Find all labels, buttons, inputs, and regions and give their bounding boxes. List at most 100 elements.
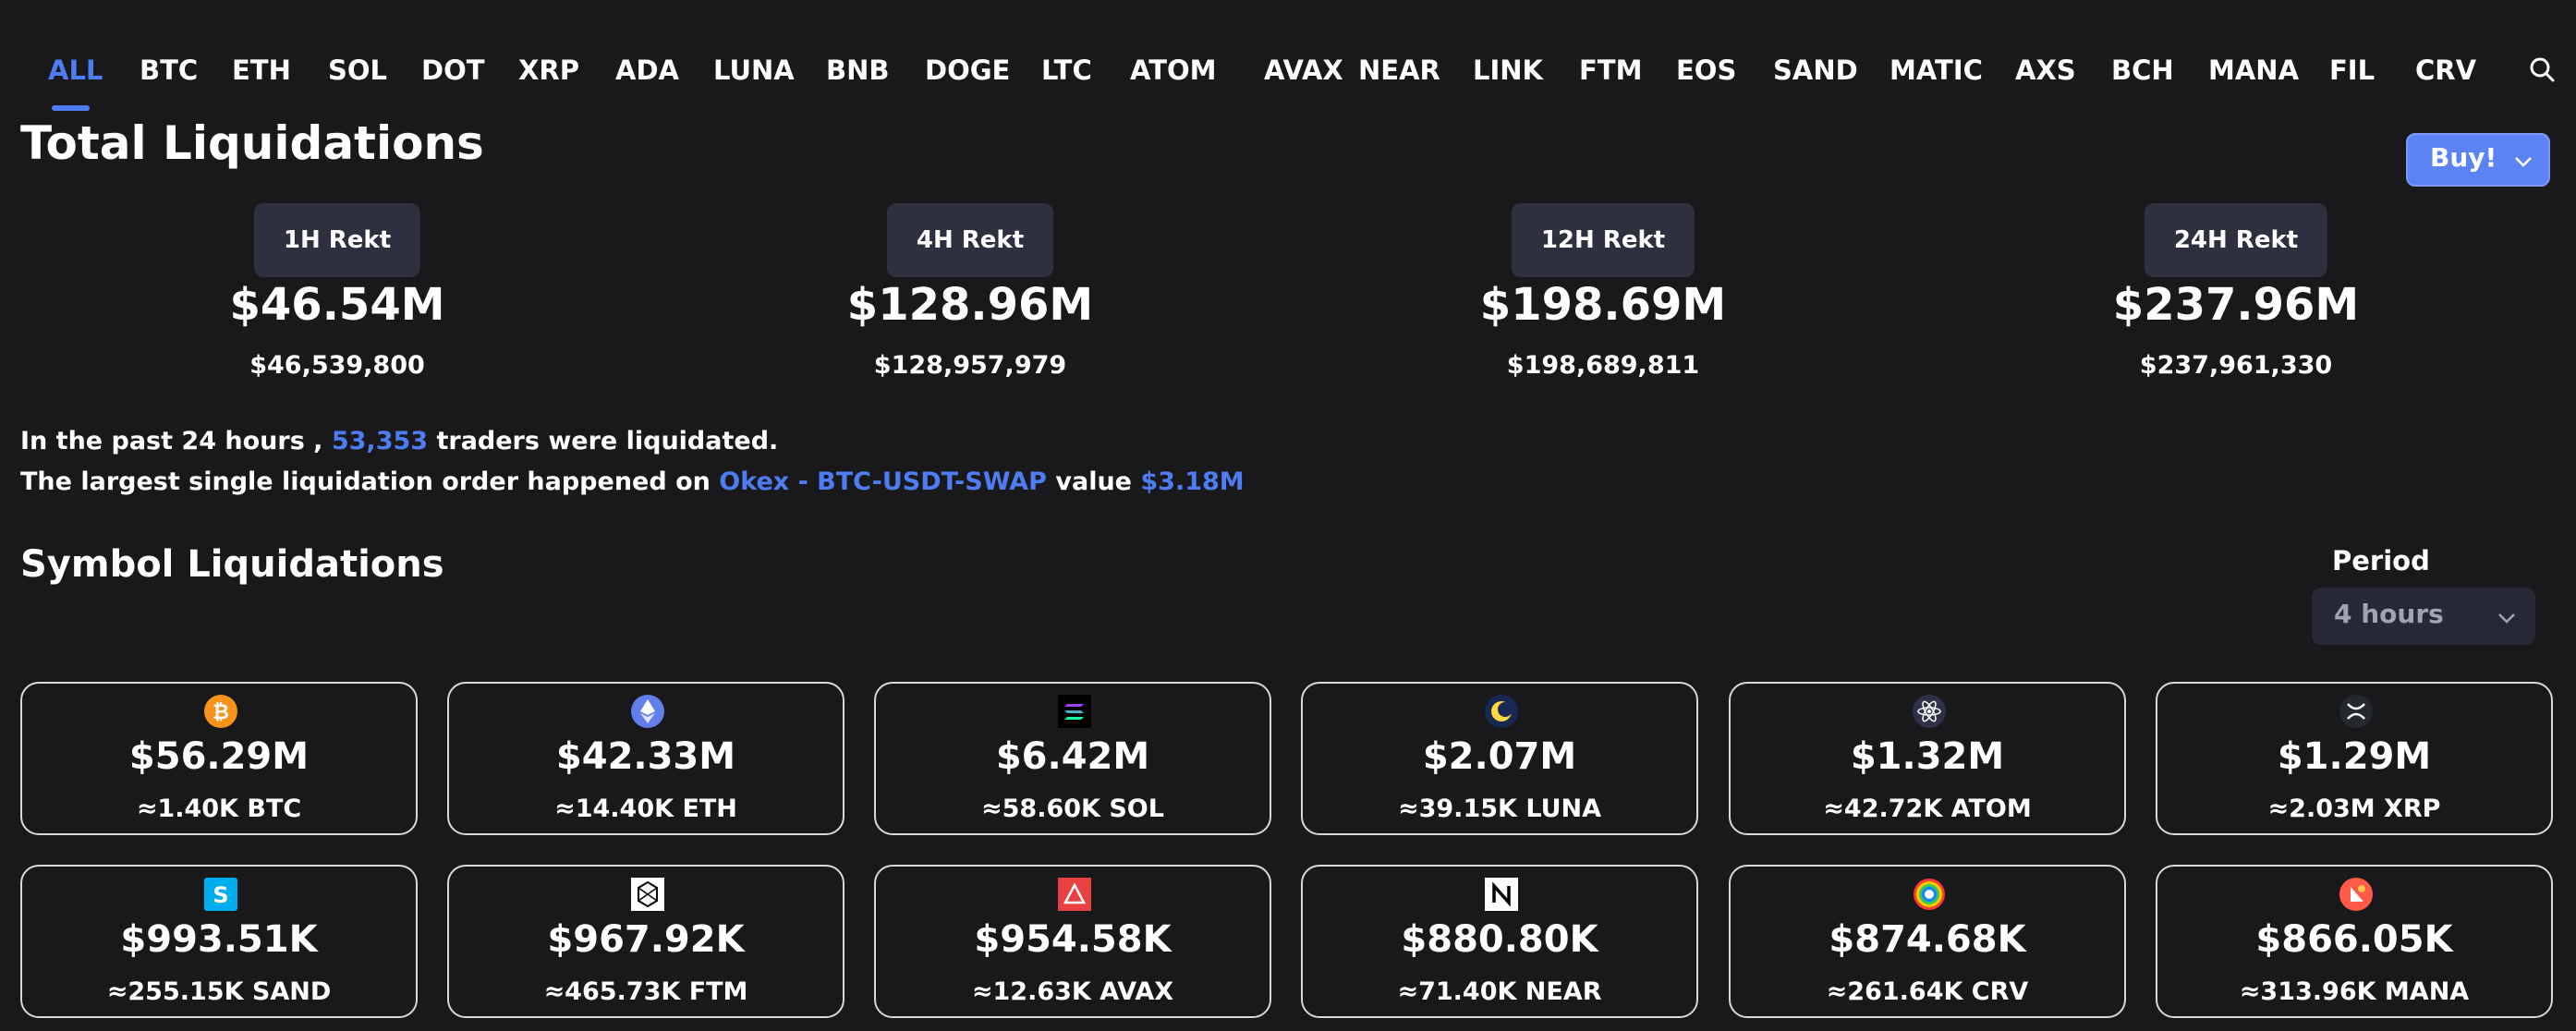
symbol-card-luna[interactable]: $2.07M ≈39.15K LUNA xyxy=(1301,682,1698,835)
period-label: Period xyxy=(2332,545,2430,576)
tab-sand[interactable]: SAND xyxy=(1773,55,1858,86)
liquidation-amount: $880.80K xyxy=(1401,918,1598,961)
info-text: In the past 24 hours , xyxy=(20,427,323,455)
stat-label: 1H Rekt xyxy=(253,203,421,277)
chevron-down-icon xyxy=(2515,157,2532,167)
buy-button-label: Buy! xyxy=(2430,142,2497,173)
symbol-card-avax[interactable]: $954.58K ≈12.63K AVAX xyxy=(874,865,1271,1018)
tab-dot[interactable]: DOT xyxy=(421,55,485,86)
exchange-pair-link[interactable]: Okex - BTC-USDT-SWAP xyxy=(719,467,1047,496)
near-icon xyxy=(1485,878,1518,911)
liquidation-quantity: ≈2.03M XRP xyxy=(2267,794,2441,823)
symbol-card-near[interactable]: $880.80K ≈71.40K NEAR xyxy=(1301,865,1698,1018)
tab-mana[interactable]: MANA xyxy=(2208,55,2300,86)
liquidation-amount: $6.42M xyxy=(995,735,1150,778)
tab-ltc[interactable]: LTC xyxy=(1041,55,1092,86)
liquidation-quantity: ≈1.40K BTC xyxy=(136,794,302,823)
tab-matic[interactable]: MATIC xyxy=(1889,55,1983,86)
stat-value: $128.96M xyxy=(846,279,1094,331)
liquidation-quantity: ≈58.60K SOL xyxy=(981,794,1164,823)
svg-text:S: S xyxy=(213,882,228,908)
stat-label: 24H Rekt xyxy=(2144,203,2328,277)
liquidation-amount: $874.68K xyxy=(1829,918,2026,961)
search-icon xyxy=(2530,57,2555,82)
symbol-card-btc[interactable]: ₿ $56.29M ≈1.40K BTC xyxy=(20,682,418,835)
tab-eos[interactable]: EOS xyxy=(1676,55,1737,86)
search-button[interactable] xyxy=(2524,52,2561,89)
liquidation-quantity: ≈12.63K AVAX xyxy=(971,977,1174,1006)
tab-atom[interactable]: ATOM xyxy=(1130,55,1217,86)
tab-bnb[interactable]: BNB xyxy=(826,55,890,86)
symbol-tabs: ALL BTC ETH SOL DOT XRP ADA LUNA BNB DOG… xyxy=(0,0,2576,111)
stat-exact-value: $237,961,330 xyxy=(2139,351,2333,380)
tab-ada[interactable]: ADA xyxy=(615,55,679,86)
largest-order-value: $3.18M xyxy=(1140,467,1245,496)
tab-all[interactable]: ALL xyxy=(48,55,103,86)
tab-eth[interactable]: ETH xyxy=(232,55,291,86)
tab-xrp[interactable]: XRP xyxy=(518,55,579,86)
stat-exact-value: $198,689,811 xyxy=(1506,351,1700,380)
buy-dropdown-button[interactable]: Buy! xyxy=(2406,133,2550,187)
page-title: Total Liquidations xyxy=(20,116,484,170)
atom-icon xyxy=(1913,695,1946,728)
symbol-card-eth[interactable]: $42.33M ≈14.40K ETH xyxy=(447,682,844,835)
symbol-card-xrp[interactable]: $1.29M ≈2.03M XRP xyxy=(2156,682,2553,835)
mana-icon xyxy=(2339,878,2373,911)
tab-doge[interactable]: DOGE xyxy=(925,55,1011,86)
stat-value: $46.54M xyxy=(229,279,445,331)
luna-icon xyxy=(1485,695,1518,728)
info-text: value xyxy=(1055,467,1132,496)
chevron-down-icon xyxy=(2498,613,2515,624)
tab-luna[interactable]: LUNA xyxy=(713,55,795,86)
liquidation-amount: $1.29M xyxy=(2277,735,2432,778)
symbol-card-sol[interactable]: $6.42M ≈58.60K SOL xyxy=(874,682,1271,835)
period-value: 4 hours xyxy=(2334,599,2444,629)
xrp-icon xyxy=(2339,695,2373,728)
largest-liquidation-info: The largest single liquidation order hap… xyxy=(20,467,1245,496)
liquidation-amount: $42.33M xyxy=(555,735,736,778)
liquidation-amount: $967.92K xyxy=(547,918,745,961)
btc-icon: ₿ xyxy=(204,695,237,728)
tab-link[interactable]: LINK xyxy=(1473,55,1544,86)
crv-icon xyxy=(1914,879,1945,910)
tab-avax[interactable]: AVAX xyxy=(1264,55,1343,86)
ftm-icon xyxy=(631,878,664,911)
liquidation-quantity: ≈313.96K MANA xyxy=(2239,977,2470,1006)
sol-icon xyxy=(1058,695,1091,728)
avax-icon xyxy=(1058,878,1091,911)
traders-liquidated-info: In the past 24 hours , 53,353 traders we… xyxy=(20,427,778,455)
tab-crv[interactable]: CRV xyxy=(2415,55,2477,86)
traders-count: 53,353 xyxy=(331,427,429,455)
symbol-card-sand[interactable]: S $993.51K ≈255.15K SAND xyxy=(20,865,418,1018)
tab-fil[interactable]: FIL xyxy=(2329,55,2376,86)
liquidation-quantity: ≈255.15K SAND xyxy=(106,977,332,1006)
symbol-card-ftm[interactable]: $967.92K ≈465.73K FTM xyxy=(447,865,844,1018)
stat-label: 12H Rekt xyxy=(1511,203,1695,277)
info-text: traders were liquidated. xyxy=(436,427,779,455)
tab-btc[interactable]: BTC xyxy=(140,55,199,86)
tab-bch[interactable]: BCH xyxy=(2111,55,2174,86)
period-select[interactable]: 4 hours xyxy=(2312,588,2535,645)
liquidation-quantity: ≈465.73K FTM xyxy=(543,977,748,1006)
liquidation-quantity: ≈71.40K NEAR xyxy=(1397,977,1602,1006)
tab-sol[interactable]: SOL xyxy=(328,55,388,86)
svg-text:₿: ₿ xyxy=(213,701,229,724)
liquidation-amount: $954.58K xyxy=(974,918,1172,961)
liquidation-amount: $56.29M xyxy=(128,735,310,778)
stat-label: 4H Rekt xyxy=(886,203,1054,277)
liquidation-quantity: ≈14.40K ETH xyxy=(554,794,737,823)
tab-ftm[interactable]: FTM xyxy=(1579,55,1643,86)
info-text: The largest single liquidation order hap… xyxy=(20,467,711,496)
symbol-card-crv[interactable]: $874.68K ≈261.64K CRV xyxy=(1729,865,2126,1018)
tab-near[interactable]: NEAR xyxy=(1358,55,1440,86)
eth-icon xyxy=(631,695,664,728)
liquidation-amount: $2.07M xyxy=(1422,735,1577,778)
sand-icon: S xyxy=(204,878,237,911)
tab-axs[interactable]: AXS xyxy=(2015,55,2076,86)
symbol-card-mana[interactable]: $866.05K ≈313.96K MANA xyxy=(2156,865,2553,1018)
liquidation-amount: $866.05K xyxy=(2255,918,2453,961)
stat-value: $198.69M xyxy=(1479,279,1727,331)
liquidation-amount: $993.51K xyxy=(120,918,318,961)
stat-value: $237.96M xyxy=(2112,279,2360,331)
symbol-card-atom[interactable]: $1.32M ≈42.72K ATOM xyxy=(1729,682,2126,835)
